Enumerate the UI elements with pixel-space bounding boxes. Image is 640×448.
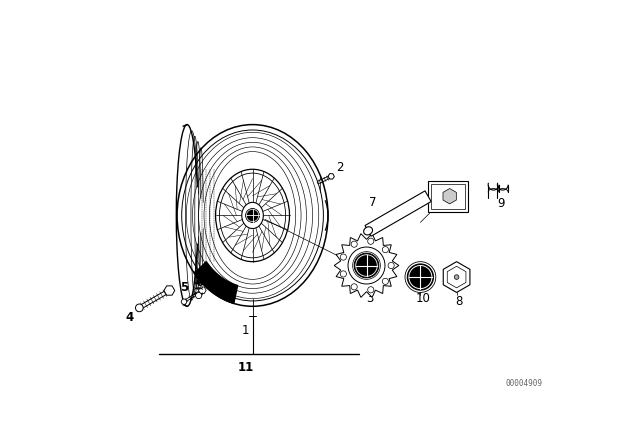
Text: 4: 4 bbox=[125, 310, 134, 323]
Circle shape bbox=[354, 253, 379, 278]
Circle shape bbox=[368, 238, 374, 244]
Polygon shape bbox=[447, 266, 466, 288]
Circle shape bbox=[196, 293, 202, 299]
Circle shape bbox=[382, 278, 388, 284]
Circle shape bbox=[454, 275, 459, 280]
Circle shape bbox=[368, 287, 374, 293]
Circle shape bbox=[136, 304, 143, 312]
Polygon shape bbox=[428, 181, 468, 211]
Text: 00004909: 00004909 bbox=[506, 379, 543, 388]
Polygon shape bbox=[334, 234, 399, 297]
Polygon shape bbox=[443, 189, 456, 204]
Circle shape bbox=[388, 263, 394, 269]
Text: 11: 11 bbox=[237, 361, 253, 374]
Text: 8: 8 bbox=[455, 295, 463, 308]
Text: 10: 10 bbox=[415, 292, 430, 305]
Polygon shape bbox=[198, 287, 206, 294]
Circle shape bbox=[351, 241, 357, 247]
Circle shape bbox=[351, 284, 357, 290]
Text: 7: 7 bbox=[369, 196, 376, 209]
Text: 3: 3 bbox=[367, 292, 374, 305]
Polygon shape bbox=[365, 191, 431, 236]
Text: 9: 9 bbox=[497, 198, 505, 211]
Circle shape bbox=[407, 264, 433, 290]
Polygon shape bbox=[431, 184, 465, 208]
Polygon shape bbox=[444, 262, 470, 293]
Circle shape bbox=[181, 299, 187, 304]
Circle shape bbox=[348, 247, 385, 284]
Ellipse shape bbox=[242, 202, 263, 228]
Circle shape bbox=[340, 271, 346, 277]
Circle shape bbox=[246, 208, 259, 222]
Circle shape bbox=[382, 246, 388, 253]
Text: 6: 6 bbox=[195, 276, 204, 289]
Circle shape bbox=[340, 254, 346, 260]
Polygon shape bbox=[328, 173, 334, 179]
Polygon shape bbox=[164, 286, 175, 295]
Text: 1: 1 bbox=[242, 324, 250, 337]
Text: 5: 5 bbox=[180, 280, 188, 293]
Text: 2: 2 bbox=[336, 161, 343, 174]
Polygon shape bbox=[195, 262, 237, 303]
Ellipse shape bbox=[364, 227, 372, 235]
